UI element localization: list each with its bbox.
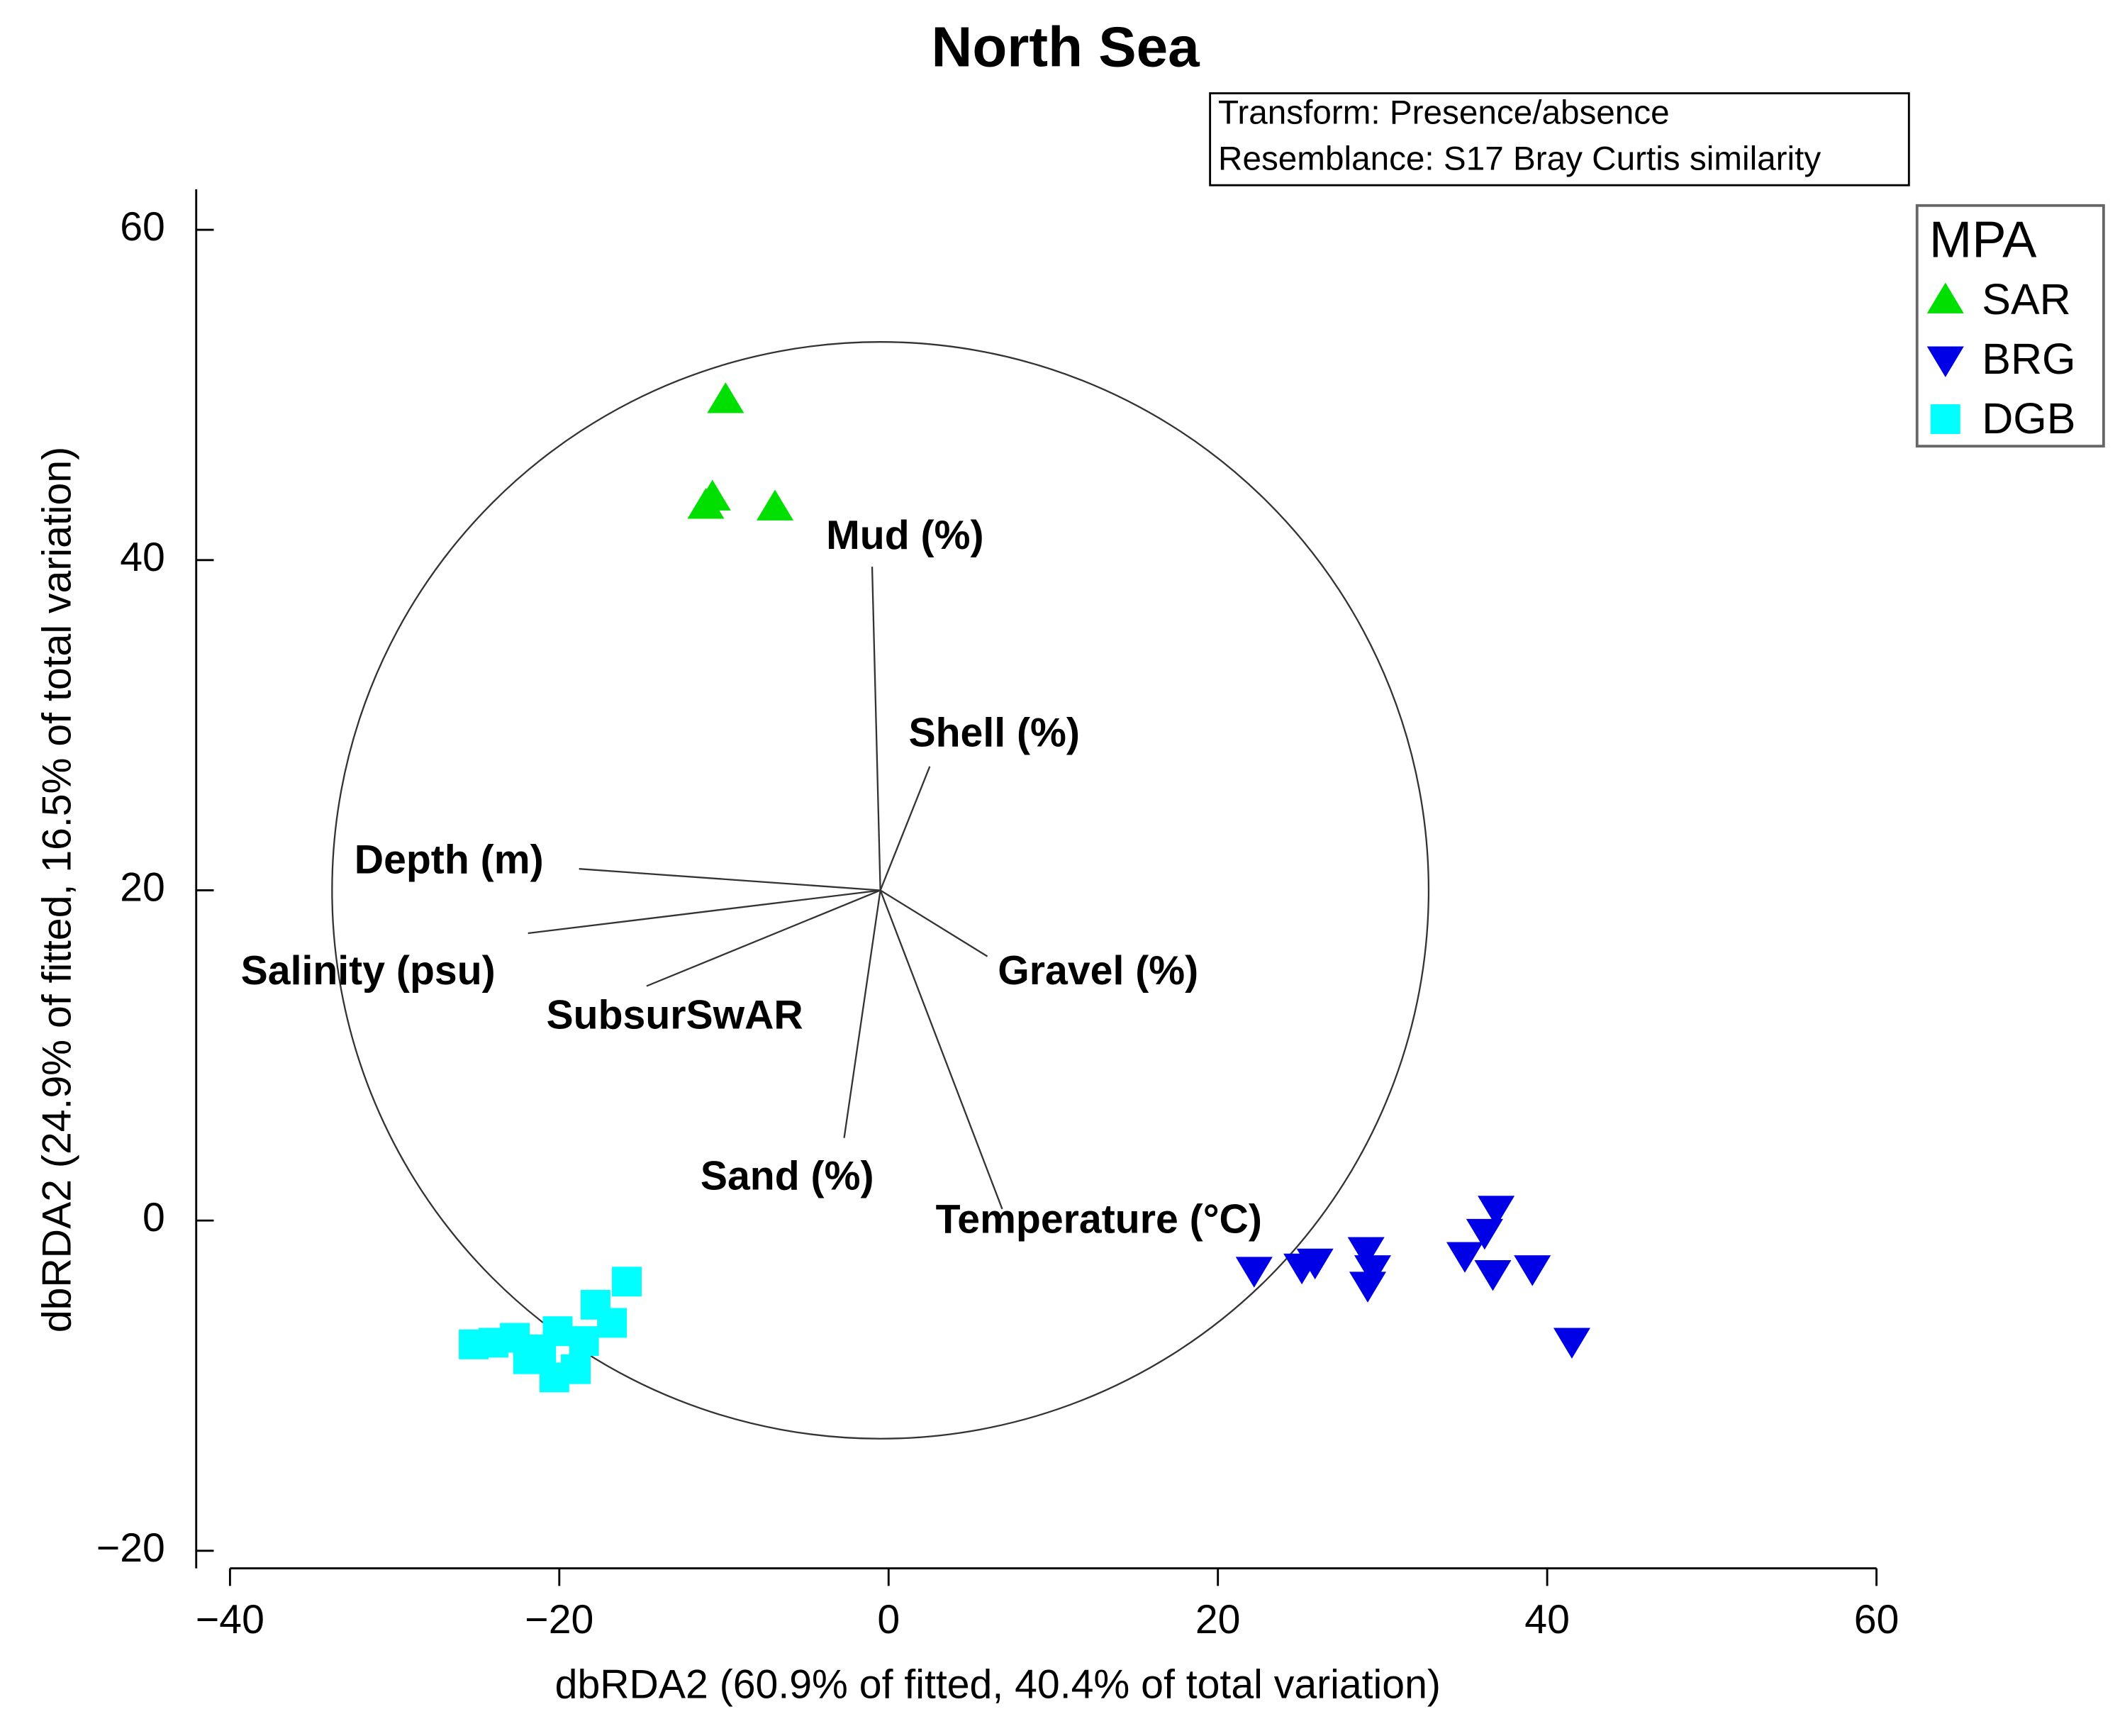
y-tick-label: 0 [143,1195,165,1240]
vector [879,766,931,891]
vector-label: Temperature (°C) [936,1197,1262,1242]
vector-label: SubsurSwAR [547,993,803,1038]
x-tick-label: 20 [1195,1597,1241,1642]
point [1466,1218,1503,1250]
x-tick-label: −20 [525,1597,593,1642]
legend-label: SAR [1982,275,2070,323]
vector-label: Sand (%) [701,1154,874,1199]
y-axis-title: dbRDA2 (24.9% of fitted, 16.5% of total … [34,447,79,1332]
vector [579,868,881,891]
legend-marker [1926,346,1964,377]
vector [871,567,881,891]
vector [843,890,881,1138]
x-tick-label: 40 [1524,1597,1570,1642]
point [561,1354,591,1384]
x-tick-label: 60 [1854,1597,1899,1642]
y-tick-label: 40 [120,535,165,580]
legend-label: DGB [1982,394,2075,443]
correlation-circle [331,341,1430,1440]
point [612,1267,642,1297]
point [1296,1248,1334,1280]
vector [880,889,988,957]
point [1347,1237,1385,1268]
point [1354,1255,1391,1286]
point [526,1334,557,1364]
vector-label: Mud (%) [826,513,983,558]
vector-label: Shell (%) [908,710,1079,755]
point [1446,1242,1484,1273]
chart-title: North Sea [932,16,1201,79]
point [1553,1328,1590,1359]
point [1514,1255,1551,1286]
note: Resemblance: S17 Bray Curtis similarity [1218,140,1821,177]
x-tick-label: −40 [196,1597,264,1642]
legend-title: MPA [1929,211,2037,268]
x-tick-label: 0 [877,1597,900,1642]
point [707,382,744,413]
point [569,1326,599,1357]
note: Transform: Presence/absence [1218,94,1670,132]
point [756,489,794,521]
x-axis-title: dbRDA2 (60.9% of fitted, 40.4% of total … [555,1662,1441,1707]
legend-label: BRG [1982,335,2075,383]
vector-label: Salinity (psu) [241,948,496,994]
vector [528,889,881,935]
vector [879,890,1003,1210]
point [1474,1260,1512,1291]
point [597,1308,627,1338]
point [1235,1257,1273,1288]
point [687,488,725,519]
legend-box [1915,204,2105,448]
y-tick-label: 60 [120,204,165,250]
vector [646,889,881,987]
note-box [1209,92,1910,187]
y-tick-label: −20 [96,1525,165,1571]
legend-marker [1926,282,1964,313]
point [1478,1196,1515,1227]
legend-marker [1930,404,1960,434]
y-tick-label: 20 [120,865,165,911]
point [1349,1272,1387,1303]
vector-label: Gravel (%) [998,948,1198,994]
vector-label: Depth (m) [355,837,544,882]
